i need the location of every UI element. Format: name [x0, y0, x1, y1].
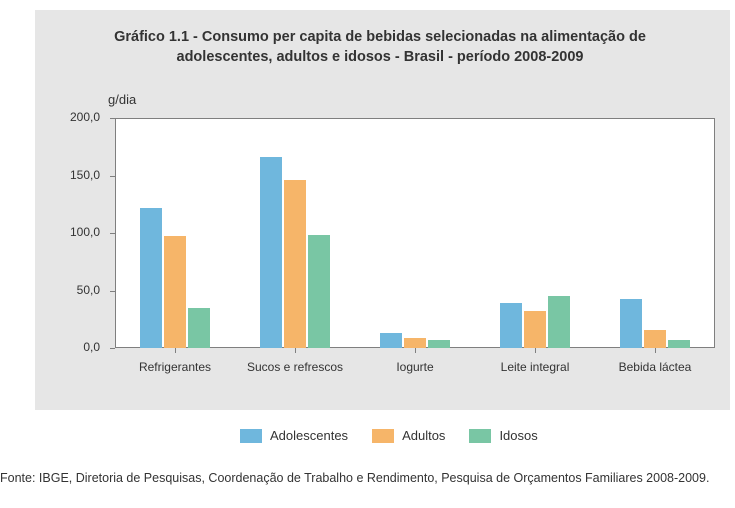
bar	[164, 236, 186, 348]
y-tick-label: 50,0	[60, 283, 100, 297]
y-tick-label: 100,0	[60, 225, 100, 239]
y-axis-label: g/dia	[108, 92, 136, 107]
y-tick-label: 150,0	[60, 168, 100, 182]
x-tick-label: Bebida láctea	[595, 360, 715, 374]
bar	[500, 303, 522, 348]
chart-title: Gráfico 1.1 - Consumo per capita de bebi…	[60, 28, 700, 67]
bar	[140, 208, 162, 348]
x-tick-mark	[655, 348, 656, 353]
x-tick-label: Iogurte	[355, 360, 475, 374]
bar	[308, 235, 330, 348]
x-tick-mark	[415, 348, 416, 353]
x-tick-mark	[535, 348, 536, 353]
legend-swatch	[240, 429, 262, 443]
bar	[284, 180, 306, 348]
bar	[668, 340, 690, 348]
x-tick-label: Sucos e refrescos	[235, 360, 355, 374]
bar	[428, 340, 450, 348]
y-tick-label: 0,0	[60, 340, 100, 354]
y-tick-label: 200,0	[60, 110, 100, 124]
y-tick-mark	[110, 233, 115, 234]
x-tick-mark	[175, 348, 176, 353]
bar	[380, 333, 402, 348]
x-tick-mark	[295, 348, 296, 353]
legend: Adolescentes Adultos Idosos	[240, 428, 538, 443]
bar	[404, 338, 426, 348]
legend-label: Adolescentes	[270, 428, 348, 443]
bar	[644, 330, 666, 348]
y-tick-mark	[110, 348, 115, 349]
x-tick-label: Refrigerantes	[115, 360, 235, 374]
legend-swatch	[469, 429, 491, 443]
legend-label: Adultos	[402, 428, 445, 443]
chart-title-line2: adolescentes, adultos e idosos - Brasil …	[177, 49, 584, 65]
chart-title-line1: Gráfico 1.1 - Consumo per capita de bebi…	[114, 29, 646, 45]
bar	[620, 299, 642, 348]
y-tick-mark	[110, 118, 115, 119]
bar	[524, 311, 546, 348]
x-tick-label: Leite integral	[475, 360, 595, 374]
legend-item: Idosos	[469, 428, 537, 443]
y-tick-mark	[110, 291, 115, 292]
legend-item: Adultos	[372, 428, 445, 443]
y-tick-mark	[110, 176, 115, 177]
bar	[548, 296, 570, 348]
legend-label: Idosos	[499, 428, 537, 443]
source-caption: Fonte: IBGE, Diretoria de Pesquisas, Coo…	[0, 470, 720, 487]
legend-item: Adolescentes	[240, 428, 348, 443]
bar	[188, 308, 210, 348]
legend-swatch	[372, 429, 394, 443]
bar	[260, 157, 282, 348]
